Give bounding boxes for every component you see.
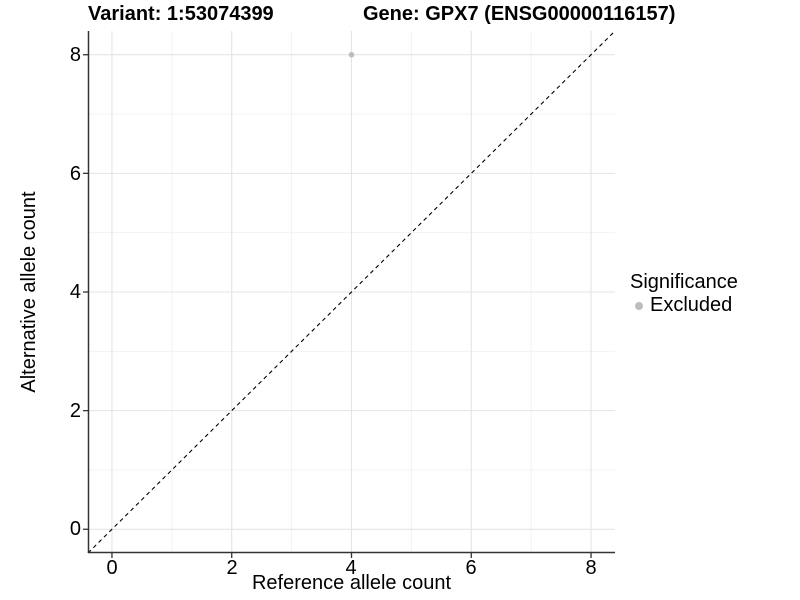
y-tick-label: 4 — [69, 281, 81, 303]
legend-item-label: Excluded — [650, 294, 733, 316]
legend-key — [630, 297, 648, 315]
y-tick-label: 8 — [69, 44, 81, 66]
plot-title-variant: Variant: 1:53074399 — [88, 3, 274, 25]
y-tick-label: 0 — [69, 518, 81, 540]
x-tick-label: 2 — [226, 557, 238, 579]
x-axis-title: Reference allele count — [251, 572, 451, 594]
legend-title: Significance — [630, 271, 738, 293]
legend: Significance Excluded — [630, 271, 738, 317]
plot-panel — [83, 30, 616, 558]
plot-title-gene: Gene: GPX7 (ENSG00000116157) — [363, 3, 676, 25]
scatter-point — [348, 51, 355, 58]
axis-lines — [87, 31, 615, 554]
y-tick-label: 6 — [69, 163, 81, 185]
axis-tick-marks — [83, 54, 592, 558]
y-tick-label: 2 — [69, 400, 81, 422]
x-tick-label: 0 — [106, 557, 118, 579]
x-tick-label: 8 — [585, 557, 597, 579]
identity-dashed-line — [87, 30, 616, 554]
y-axis-title: Alternative allele count — [18, 191, 40, 393]
legend-item-excluded: Excluded — [630, 294, 738, 317]
x-tick-label: 6 — [465, 557, 477, 579]
excluded-dot-icon — [635, 301, 643, 310]
x-tick-label: 4 — [345, 557, 357, 579]
data-points — [348, 51, 355, 58]
